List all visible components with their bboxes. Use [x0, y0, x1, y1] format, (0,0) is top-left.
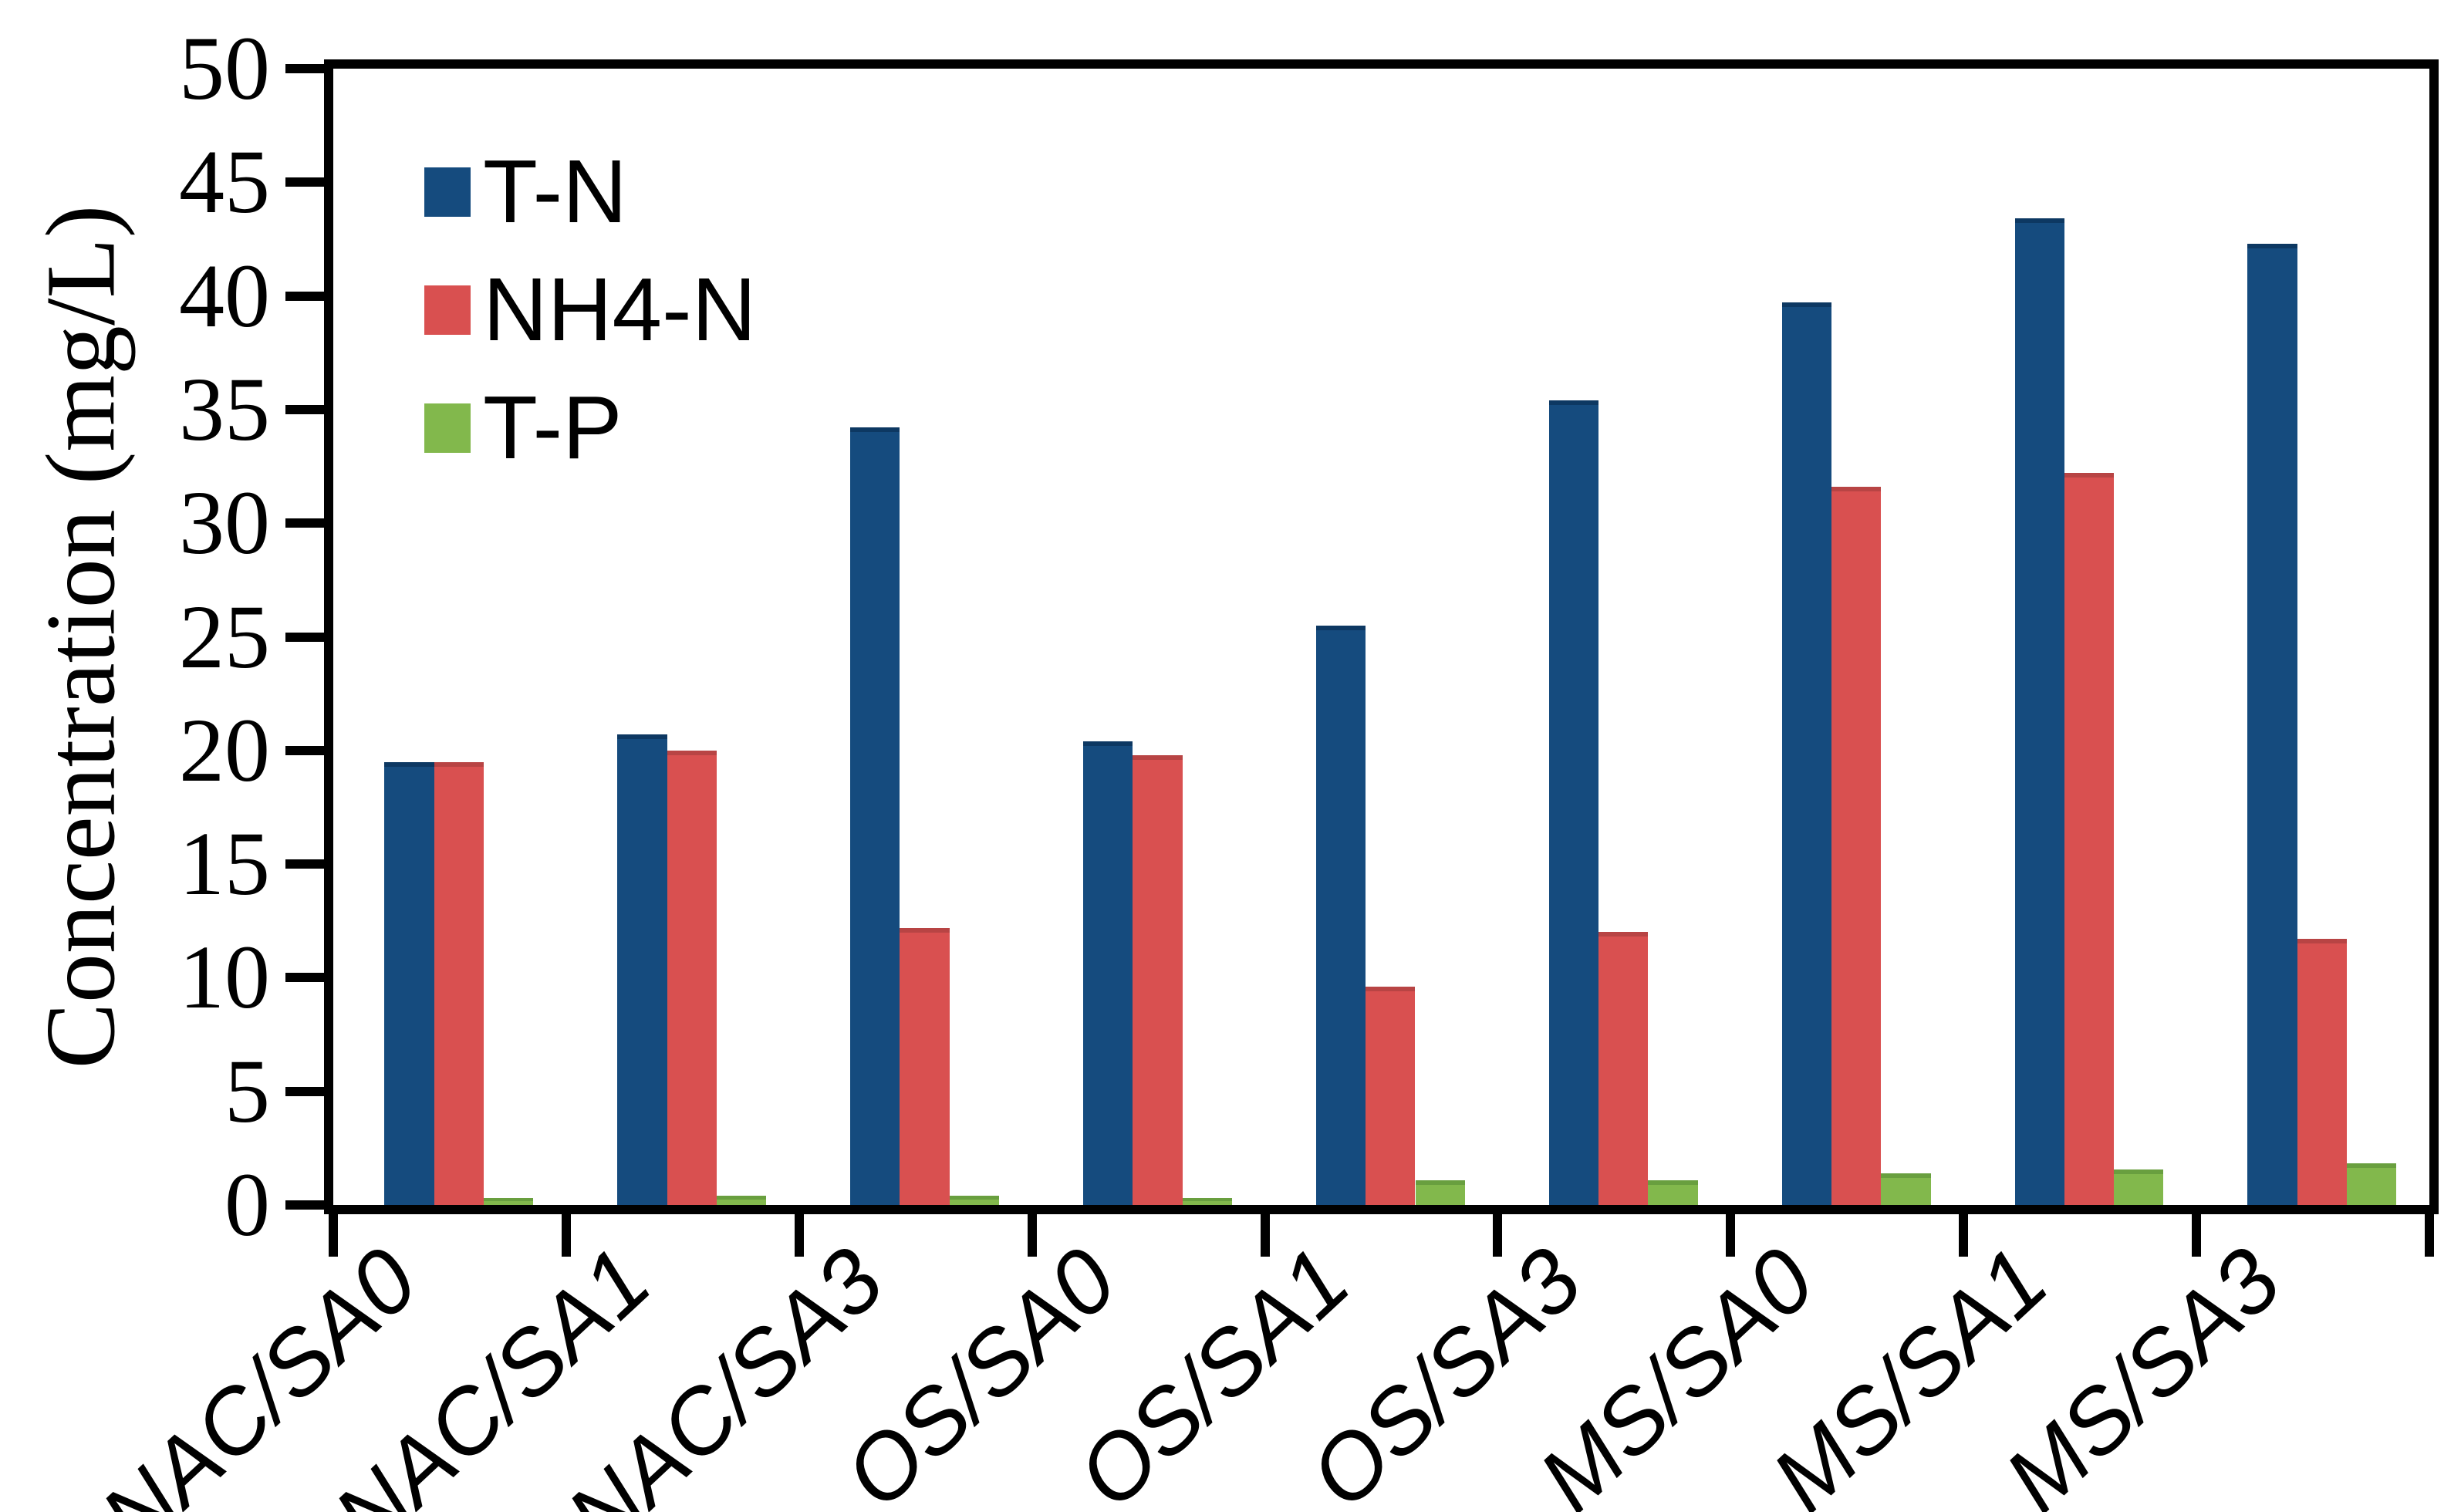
y-tick-label: 30 [179, 472, 270, 574]
y-axis-tick [285, 64, 330, 73]
plot-area: T-N NH4-N T-P [324, 59, 2439, 1214]
bar-t-p-ms-sa1 [2114, 1169, 2164, 1205]
y-axis-tick [285, 291, 330, 301]
y-axis-tick [285, 1086, 330, 1096]
legend-label-t-p: T-P [483, 377, 623, 478]
legend: T-N NH4-N T-P [424, 143, 756, 498]
x-axis-tick [561, 1205, 571, 1257]
y-tick-label: 10 [179, 926, 270, 1028]
bar-t-p-os-sa1 [1415, 1180, 1465, 1205]
x-axis-tick [1726, 1205, 1736, 1257]
bar-t-n-ms-sa1 [2014, 218, 2064, 1205]
bar-t-p-nac-sa1 [716, 1196, 767, 1205]
x-axis-tick [2425, 1205, 2434, 1257]
y-tick-label: 15 [179, 813, 270, 915]
y-axis-tick [285, 518, 330, 528]
x-axis-tick [2192, 1205, 2202, 1257]
legend-label-nh4-n: NH4-N [483, 259, 757, 359]
y-axis-tick [285, 745, 330, 755]
bar-t-p-ms-sa3 [2347, 1163, 2397, 1205]
bar-t-p-nac-sa0 [483, 1198, 534, 1205]
bar-t-n-nac-sa3 [850, 427, 900, 1205]
bar-t-p-ms-sa0 [1881, 1173, 1931, 1205]
bar-nh4-n-nac-sa1 [667, 750, 717, 1205]
legend-item-nh4-n: NH4-N [424, 262, 756, 358]
bar-nh4-n-os-sa0 [1133, 754, 1183, 1205]
x-axis-tick [1260, 1205, 1270, 1257]
y-axis-tick [285, 404, 330, 414]
x-axis-tick [1027, 1205, 1037, 1257]
bar-t-n-os-sa1 [1315, 625, 1366, 1205]
bar-t-n-ms-sa3 [2247, 243, 2297, 1205]
y-axis-tick [285, 973, 330, 983]
y-tick-label: 20 [179, 699, 270, 801]
legend-swatch-t-p [424, 403, 471, 453]
y-axis-tick [285, 859, 330, 869]
bar-nh4-n-os-sa3 [1598, 932, 1649, 1205]
bar-t-n-os-sa0 [1083, 741, 1133, 1205]
x-axis-tick [1959, 1205, 1969, 1257]
bar-nh4-n-ms-sa3 [2297, 939, 2348, 1205]
legend-item-t-p: T-P [424, 380, 756, 476]
bar-nh4-n-nac-sa0 [434, 761, 484, 1205]
bar-t-p-nac-sa3 [949, 1196, 1000, 1205]
y-axis-tick [285, 1200, 330, 1210]
y-tick-label: 5 [224, 1040, 270, 1142]
bar-t-p-os-sa0 [1182, 1198, 1232, 1205]
bar-t-n-os-sa3 [1548, 400, 1599, 1205]
legend-swatch-nh4-n [424, 285, 471, 335]
y-tick-label: 45 [179, 131, 270, 233]
y-tick-label: 0 [224, 1154, 270, 1255]
y-axis-tick [285, 177, 330, 187]
legend-swatch-t-n [424, 167, 471, 217]
bar-nh4-n-nac-sa3 [900, 927, 950, 1205]
bar-t-p-os-sa3 [1648, 1180, 1698, 1205]
legend-label-t-n: T-N [483, 141, 627, 241]
bar-nh4-n-ms-sa1 [2064, 473, 2115, 1205]
x-axis-tick [329, 1205, 338, 1257]
bar-nh4-n-os-sa1 [1366, 987, 1416, 1205]
bar-t-n-ms-sa0 [1781, 302, 1831, 1205]
y-tick-label: 25 [179, 586, 270, 687]
x-axis-tick [794, 1205, 804, 1257]
bar-nh4-n-ms-sa0 [1831, 487, 1882, 1205]
y-axis-tick [285, 632, 330, 642]
y-tick-label: 35 [179, 358, 270, 460]
y-tick-label: 50 [179, 18, 270, 119]
y-tick-label: 40 [179, 245, 270, 346]
legend-item-t-n: T-N [424, 143, 756, 240]
x-axis-tick [1493, 1205, 1503, 1257]
bar-t-n-nac-sa1 [617, 734, 667, 1205]
bar-t-n-nac-sa0 [384, 761, 434, 1205]
